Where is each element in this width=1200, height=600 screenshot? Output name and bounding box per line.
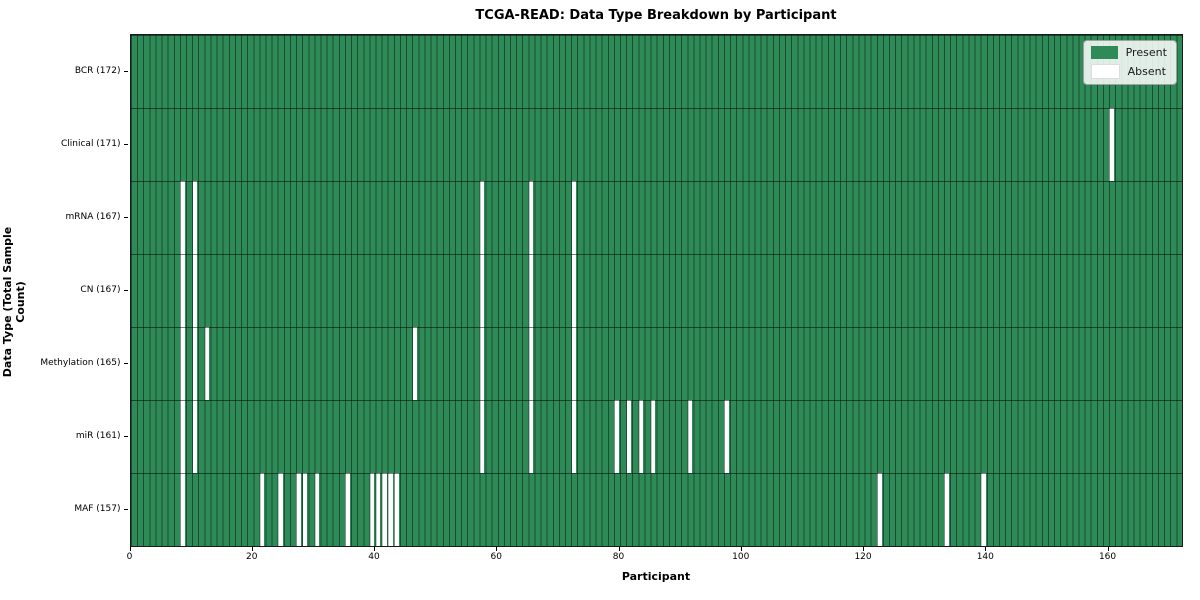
x-tick-label-60: 60 <box>490 552 502 562</box>
absent-bar-MAF-p42 <box>388 473 393 546</box>
y-tick-label-MAF: MAF (157) <box>74 503 121 514</box>
absent-bar-MAF-p35 <box>345 473 350 546</box>
absent-bar-Methylation-p46 <box>412 327 418 400</box>
absent-bar-Methylation-p8 <box>180 327 185 400</box>
legend-entry-present: Present <box>1090 46 1167 59</box>
legend: Present Absent <box>1082 40 1177 85</box>
absent-bar-Methylation-p57 <box>479 327 485 400</box>
absent-bar-Methylation-p65 <box>528 327 534 400</box>
y-tick-mark-MAF <box>124 508 128 510</box>
y-tick-mark-CN <box>124 289 128 291</box>
absent-bar-miR-p57 <box>479 400 485 473</box>
absent-bar-MAF-p27 <box>296 473 301 546</box>
absent-bar-CN-p10 <box>192 254 198 327</box>
x-tick-mark-120 <box>863 546 865 551</box>
present-swatch <box>1090 46 1118 59</box>
absent-swatch <box>1090 64 1120 79</box>
x-tick-mark-100 <box>740 546 742 551</box>
absent-bar-CN-p57 <box>479 254 485 327</box>
absent-bar-MAF-p30 <box>314 473 320 546</box>
legend-absent-label: Absent <box>1127 65 1166 78</box>
y-tick-mark-Methylation <box>124 362 128 364</box>
y-tick-label-Methylation: Methylation (165) <box>40 357 121 368</box>
absent-bar-MAF-p21 <box>259 473 265 546</box>
absent-bar-MAF-p122 <box>877 473 882 546</box>
y-tick-label-miR: miR (161) <box>75 430 121 441</box>
x-tick-label-160: 160 <box>1098 552 1117 562</box>
absent-bar-miR-p79 <box>614 400 619 473</box>
absent-bar-miR-p8 <box>180 400 185 473</box>
x-tick-mark-80 <box>618 546 620 551</box>
absent-bar-Methylation-p72 <box>571 327 577 400</box>
x-tick-label-80: 80 <box>612 552 625 562</box>
absent-bar-miR-p85 <box>650 400 656 473</box>
x-tick-label-20: 20 <box>246 552 258 562</box>
x-tick-mark-160 <box>1107 546 1109 551</box>
absent-bar-mRNA-p72 <box>571 181 577 254</box>
x-tick-mark-0 <box>129 546 131 551</box>
absent-bar-Methylation-p12 <box>204 327 210 400</box>
legend-present-label: Present <box>1125 46 1167 59</box>
y-tick-label-Clinical: Clinical (171) <box>60 138 121 149</box>
absent-bar-MAF-p39 <box>369 473 375 546</box>
x-tick-label-140: 140 <box>976 552 994 562</box>
x-tick-mark-60 <box>496 546 498 551</box>
absent-bar-MAF-p24 <box>278 473 283 546</box>
absent-bar-miR-p72 <box>571 400 577 473</box>
absent-bar-CN-p72 <box>571 254 577 327</box>
absent-bar-Clinical-p160 <box>1109 108 1114 181</box>
absent-bar-CN-p8 <box>180 254 185 327</box>
absent-bar-miR-p81 <box>626 400 632 473</box>
absent-bar-MAF-p41 <box>382 473 387 546</box>
absent-bar-miR-p10 <box>192 400 198 473</box>
x-tick-label-40: 40 <box>368 552 380 562</box>
y-tick-label-CN: CN (167) <box>80 284 121 295</box>
absent-bar-MAF-p133 <box>944 473 949 546</box>
x-tick-mark-20 <box>251 546 253 551</box>
y-tick-mark-miR <box>124 435 128 437</box>
y-tick-mark-mRNA <box>124 216 128 218</box>
absent-bar-mRNA-p8 <box>180 181 185 254</box>
y-tick-mark-BCR <box>124 70 128 72</box>
y-tick-label-BCR: BCR (172) <box>74 65 121 76</box>
y-tick-label-mRNA: mRNA (167) <box>65 211 121 222</box>
absent-bar-CN-p65 <box>528 254 534 327</box>
absent-bar-mRNA-p10 <box>192 181 198 254</box>
absent-bar-miR-p97 <box>724 400 729 473</box>
x-tick-label-100: 100 <box>732 552 750 562</box>
absent-bar-MAF-p43 <box>394 473 399 546</box>
absent-bar-mRNA-p57 <box>479 181 485 254</box>
x-tick-label-120: 120 <box>854 552 872 562</box>
absent-bar-MAF-p40 <box>375 473 381 546</box>
absent-bar-mRNA-p65 <box>528 181 534 254</box>
absent-bar-MAF-p139 <box>981 473 986 546</box>
absent-bar-miR-p83 <box>638 400 644 473</box>
absent-bar-miR-p65 <box>528 400 534 473</box>
absent-bar-miR-p91 <box>687 400 693 473</box>
y-axis-label: Data Type (Total Sample Count) <box>1 226 27 378</box>
absent-bar-MAF-p28 <box>302 473 308 546</box>
x-tick-mark-40 <box>374 546 375 551</box>
legend-entry-absent: Absent <box>1090 64 1167 79</box>
absent-bar-MAF-p8 <box>180 473 185 546</box>
chart-title: TCGA-READ: Data Type Breakdown by Partic… <box>475 8 837 23</box>
y-tick-mark-Clinical <box>124 143 128 145</box>
plot-area: Present Absent <box>129 34 1183 547</box>
plot-background <box>130 35 1182 546</box>
x-tick-mark-140 <box>985 546 987 551</box>
x-tick-label-0: 0 <box>126 552 133 562</box>
absent-bar-Methylation-p10 <box>192 327 198 400</box>
x-axis-label: Participant <box>621 570 691 583</box>
